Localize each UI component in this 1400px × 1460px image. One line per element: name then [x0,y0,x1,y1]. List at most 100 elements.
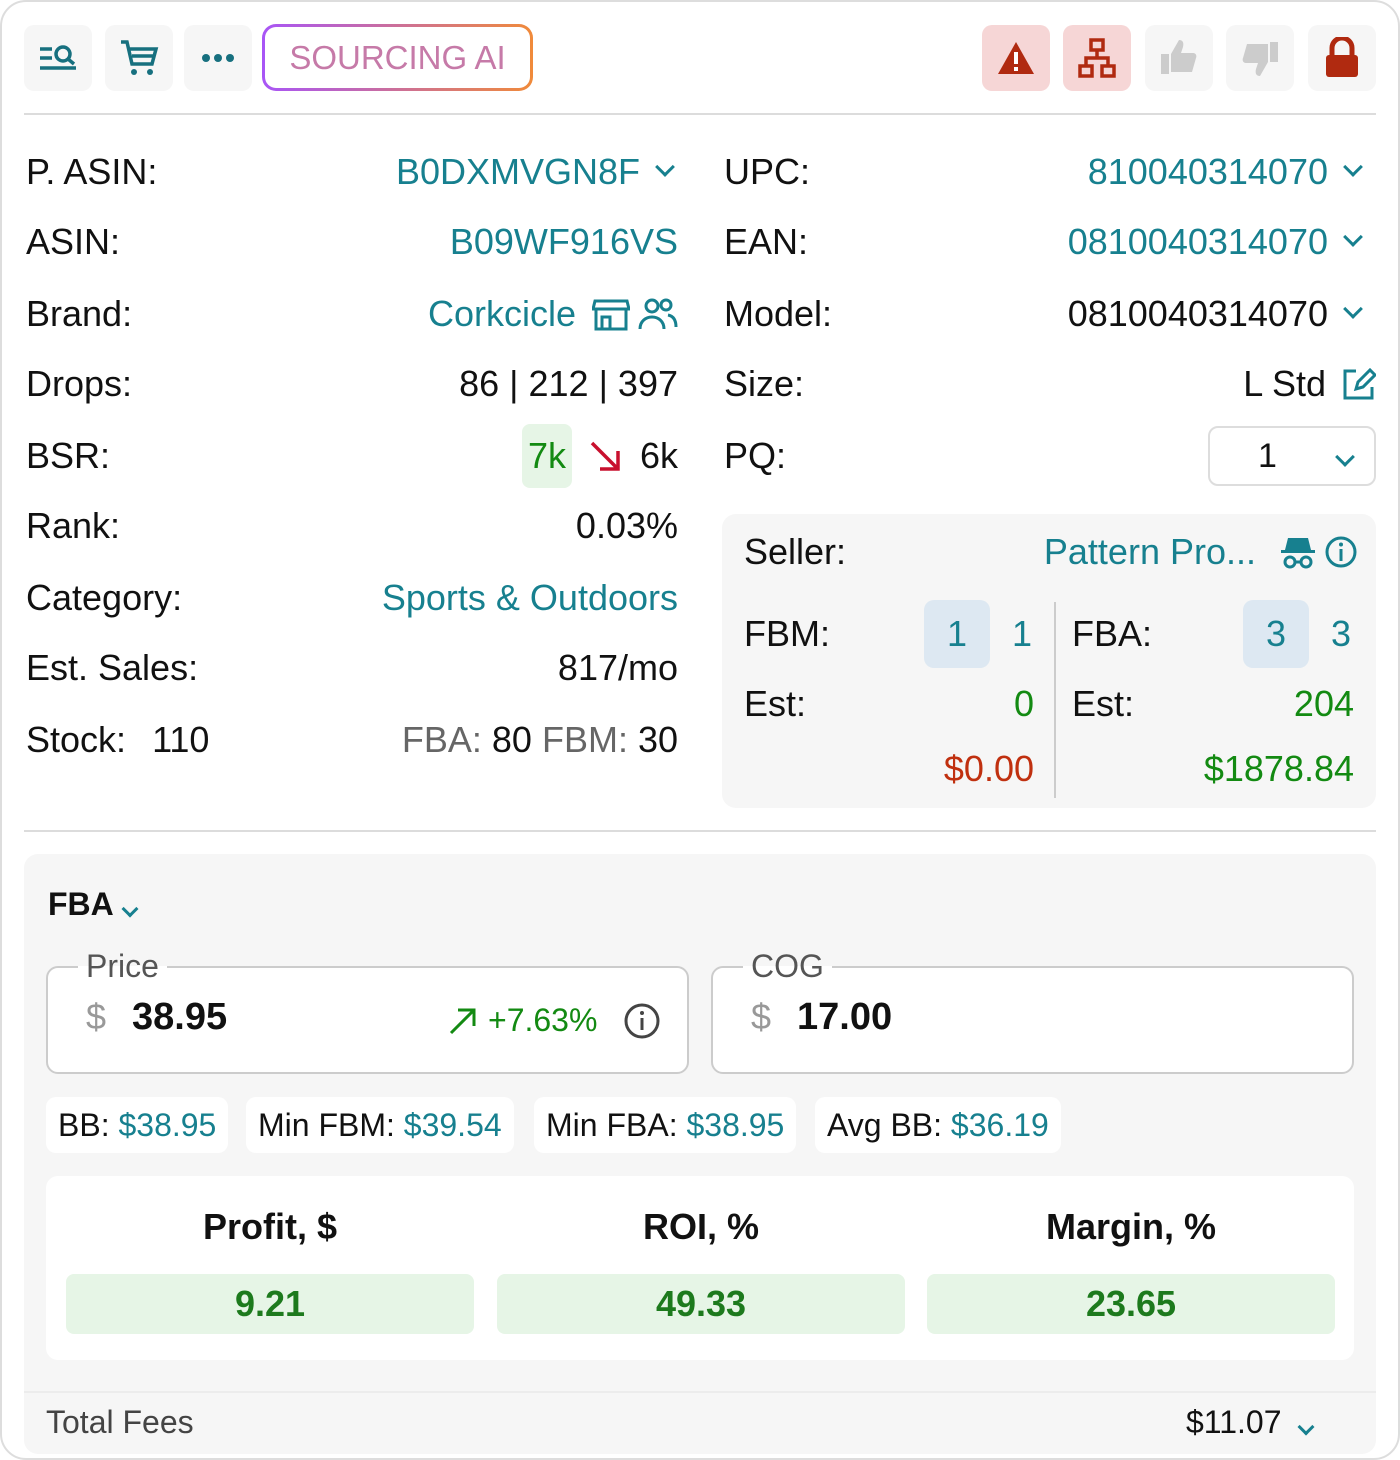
fbm-est-label: Est: [744,683,807,724]
fba-label: FBA: [1072,613,1153,654]
brand-label: Brand: [26,293,133,334]
lock-icon [1326,37,1358,77]
chip-label: Min FBA: [546,1107,678,1143]
total-fees-label: Total Fees [46,1404,194,1440]
more-icon [202,54,234,62]
divider [24,830,1376,832]
chip-value: $38.95 [118,1107,217,1143]
stock-fbm-label: FBM: [541,719,628,760]
chip-label: BB: [58,1107,110,1143]
bsr-previous: 6k [639,435,678,476]
cog-input[interactable]: COG $ 17.00 [711,946,1354,1074]
chevron-down-icon[interactable] [1343,227,1363,247]
fbm-est-value: 0 [1013,683,1034,724]
min-fba-chip[interactable]: Min FBA: $38.95 [534,1097,797,1153]
lock-button[interactable] [1308,25,1376,91]
fba-est-revenue: $1878.84 [1203,748,1354,789]
asin-link[interactable]: B09WF916VS [449,221,678,262]
search-list-icon [40,45,76,70]
price-currency: $ [86,996,107,1037]
upc-label: UPC: [724,151,811,192]
stock-fbm-value: 30 [637,719,678,760]
fbm-est-revenue: $0.00 [943,748,1034,789]
pq-selected: 1 [1258,437,1277,475]
seller-link[interactable]: Pattern Pro... [1043,531,1256,572]
price-input[interactable]: Price $ 38.95 +7.63% [46,946,689,1074]
warning-button[interactable] [982,25,1050,91]
bsr-current: 7k [521,424,572,488]
storefront-icon[interactable] [592,297,630,331]
profit-label: Profit, $ [202,1206,337,1247]
cart-button[interactable] [105,25,173,91]
avg-bb-chip[interactable]: Avg BB: $36.19 [815,1097,1061,1153]
chevron-down-icon[interactable] [655,157,675,177]
incognito-icon[interactable] [1280,534,1316,570]
thumbs-up-button[interactable] [1145,25,1213,91]
fbm-count-badge[interactable]: 1 [924,600,990,668]
chevron-down-icon [121,900,139,918]
chevron-down-icon[interactable] [1343,299,1363,319]
price-change: +7.63% [488,1002,598,1038]
margin-value: 23.65 [927,1274,1335,1334]
divider [1054,602,1056,798]
search-list-button[interactable] [24,25,92,91]
divider [24,113,1376,115]
divider [24,1391,1376,1393]
margin-label: Margin, % [1045,1206,1216,1247]
drops-label: Drops: [26,363,133,404]
pq-select[interactable]: 1 [1208,426,1376,486]
chevron-down-icon[interactable] [1343,157,1363,177]
category-label: Category: [26,577,183,618]
more-button[interactable] [184,25,252,91]
thumbs-down-icon [1242,42,1278,76]
fba-section [24,854,1376,1454]
bb-chip[interactable]: BB: $38.95 [46,1097,229,1153]
size-value: L Std [1243,363,1326,404]
hierarchy-icon [1078,38,1116,78]
est-sales-label: Est. Sales: [26,647,199,688]
sourcing-ai-button[interactable]: SOURCING AI [262,24,533,91]
thumbs-down-button[interactable] [1226,25,1294,91]
size-label: Size: [724,363,805,404]
brand-link[interactable]: Corkcicle [427,293,576,334]
cog-value: 17.00 [797,996,893,1038]
ean-link[interactable]: 0810040314070 [1067,221,1328,262]
hierarchy-button[interactable] [1063,25,1131,91]
stock-value: 110 [152,719,210,760]
category-link[interactable]: Sports & Outdoors [381,577,678,618]
chip-label: Min FBM: [258,1107,395,1143]
drops-value: 86 | 212 | 397 [459,363,678,404]
cart-icon [121,40,159,75]
edit-icon[interactable] [1342,367,1376,401]
roi-label: ROI, % [642,1206,759,1247]
fba-est-label: Est: [1072,683,1135,724]
p-asin-link[interactable]: B0DXMVGN8F [395,151,640,192]
ean-label: EAN: [724,221,809,262]
total-fees-toggle[interactable]: $11.07 [1186,1404,1318,1441]
info-icon[interactable] [1324,535,1358,569]
stock-fba-label: FBA: [401,719,482,760]
asin-label: ASIN: [26,221,121,262]
rank-label: Rank: [26,505,121,546]
roi-value: 49.33 [497,1274,905,1334]
stock-label: Stock: [26,719,127,760]
pq-label: PQ: [724,435,787,476]
est-sales-value: 817/mo [557,647,678,688]
fba-est-value: 204 [1293,683,1354,724]
info-icon[interactable] [623,1002,661,1040]
chip-value: $36.19 [950,1107,1049,1143]
brand-sellers-icon[interactable] [638,297,678,331]
chevron-down-icon [1297,1418,1314,1436]
cog-currency: $ [751,996,772,1037]
fba-count-badge[interactable]: 3 [1243,600,1309,668]
bsr-label: BSR: [26,435,111,476]
rank-value: 0.03% [575,505,678,546]
fbm-count: 1 [1012,613,1033,654]
chip-label: Avg BB: [827,1107,943,1143]
fbm-label: FBM: [744,613,830,654]
min-fbm-chip[interactable]: Min FBM: $39.54 [246,1097,514,1153]
trend-up-arrow-icon [449,1008,476,1035]
fba-section-toggle[interactable]: FBA [48,884,142,924]
upc-link[interactable]: 810040314070 [1087,151,1328,192]
